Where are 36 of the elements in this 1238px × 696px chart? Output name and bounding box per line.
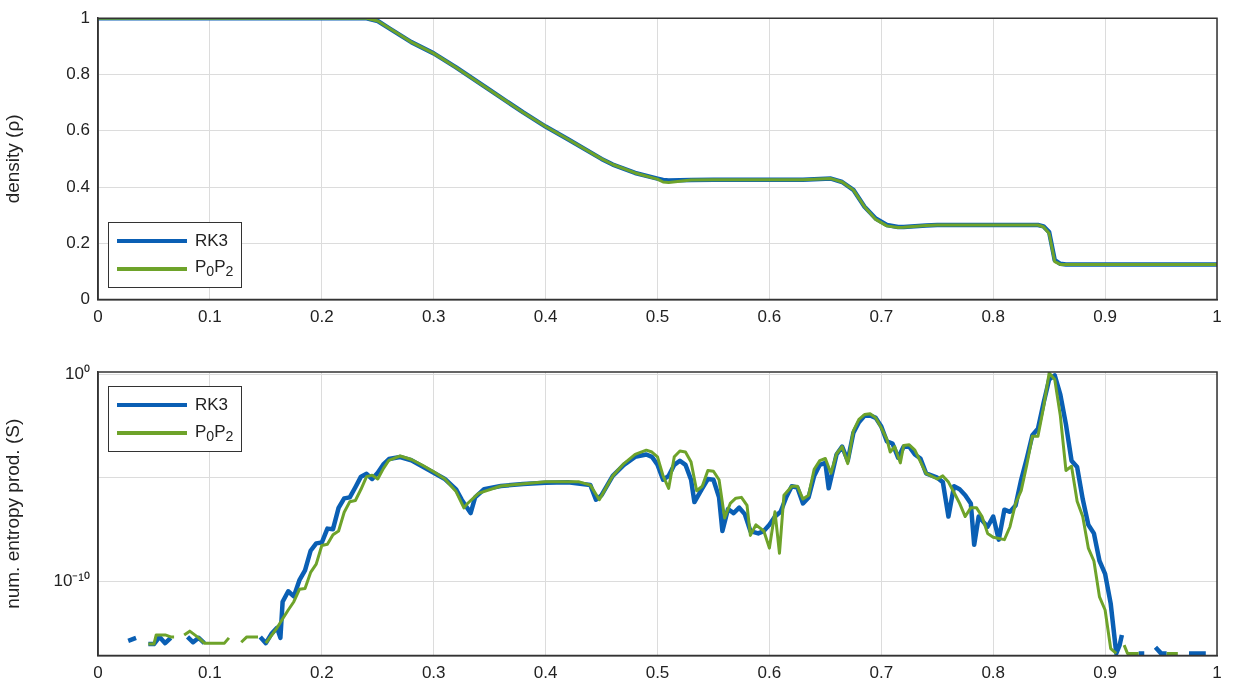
- y-tick-label: 10⁰: [65, 363, 90, 383]
- y-tick-label: 1: [80, 7, 90, 27]
- x-tick-label: 0.4: [533, 663, 558, 683]
- y-tick-label: 0: [80, 289, 90, 309]
- y-tick-label: 0.6: [66, 120, 90, 140]
- x-tick-label: 0.1: [198, 307, 222, 327]
- x-tick-label: 0.4: [533, 307, 558, 327]
- x-tick-label: 0.2: [309, 663, 334, 683]
- x-tick-label: 1: [1212, 663, 1222, 683]
- x-tick-label: 0.1: [198, 663, 222, 683]
- x-tick-label: 0.3: [421, 663, 446, 683]
- legend-label: P$_{0}$P$_{2}$: [195, 421, 234, 445]
- x-tick-label: 0.6: [757, 663, 782, 683]
- y-tick-label: 10⁻¹⁰: [53, 570, 90, 590]
- legend-label: RK3: [195, 230, 229, 251]
- x-tick-label: 0.9: [1093, 663, 1117, 683]
- x-tick-label: 0.5: [645, 663, 670, 683]
- x-tick-label: 0.3: [421, 307, 446, 327]
- x-tick-label: 0.7: [869, 663, 894, 683]
- legend-label: RK3: [195, 395, 229, 415]
- x-tick-label: 0.6: [757, 307, 782, 327]
- y-axis-title: density (ρ): [1, 114, 23, 204]
- legend-label: P$_{0}$P$_{2}$: [195, 257, 234, 280]
- y-axis-title: num. entropy prod. (S): [1, 418, 23, 609]
- x-tick-label: 0.2: [309, 307, 334, 327]
- y-tick-label: 0.8: [66, 64, 90, 84]
- x-tick-label: 0.8: [981, 307, 1006, 327]
- x-tick-label: 1: [1212, 307, 1222, 327]
- x-tick-label: 0: [93, 663, 103, 683]
- x-tick-label: 0.5: [645, 307, 670, 327]
- x-tick-label: 0.7: [869, 307, 894, 327]
- x-tick-label: 0.8: [981, 663, 1006, 683]
- y-tick-label: 0.4: [66, 176, 90, 196]
- y-tick-label: 0.2: [66, 233, 90, 253]
- x-tick-label: 0: [93, 307, 103, 327]
- x-tick-label: 0.9: [1093, 307, 1117, 327]
